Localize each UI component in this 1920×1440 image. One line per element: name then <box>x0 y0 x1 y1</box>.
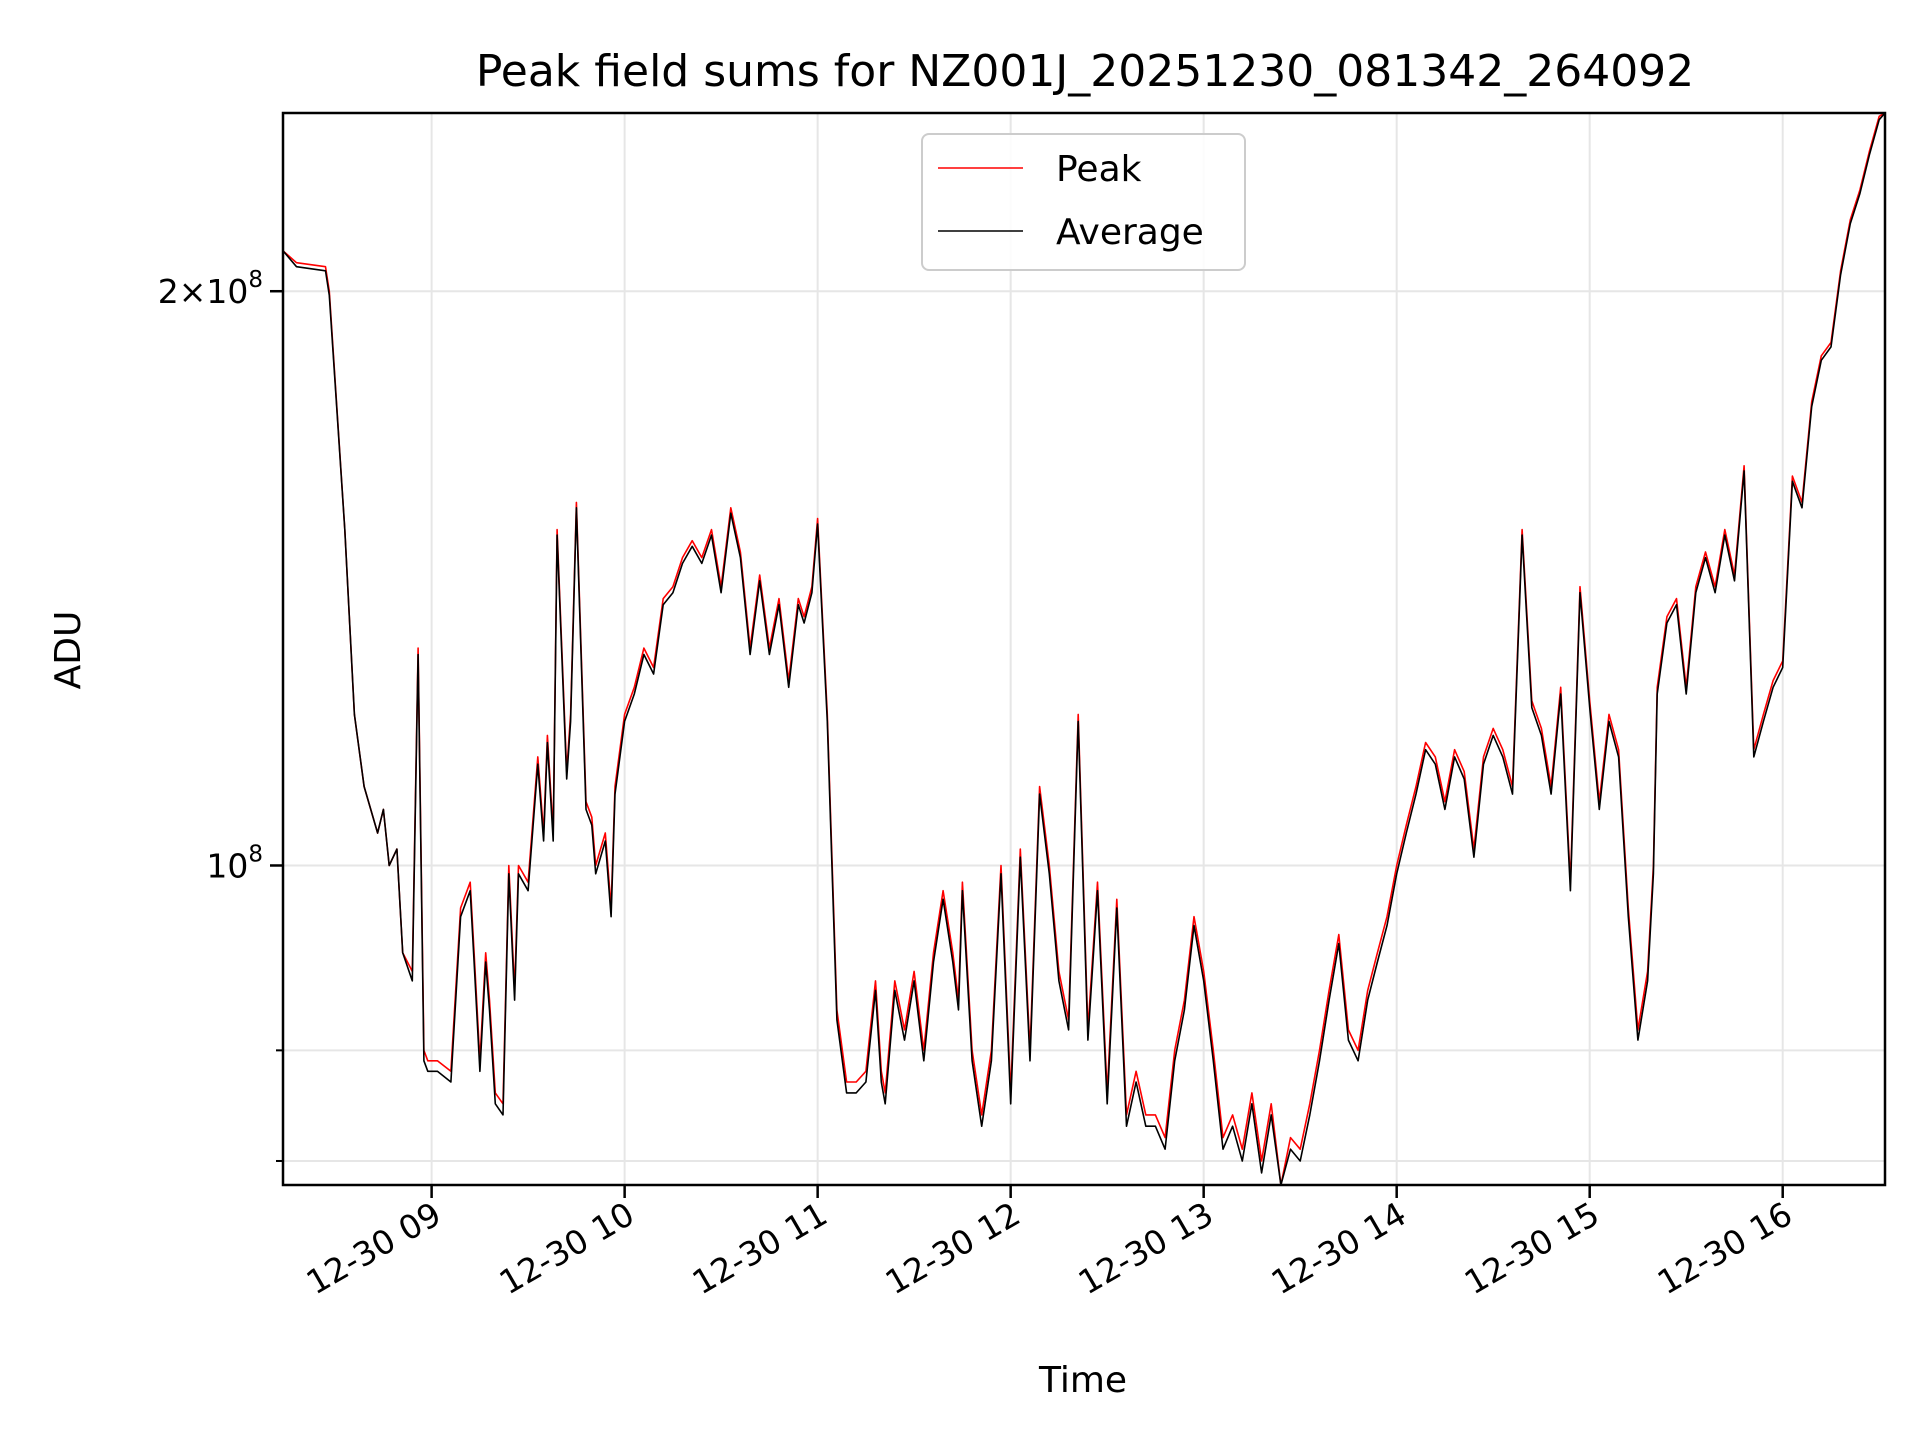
y-tick-base: 10 <box>206 846 248 885</box>
series-line-average <box>283 113 1885 1185</box>
y-tick-exponent: 8 <box>248 841 263 867</box>
x-axis-label: Time <box>1038 1360 1127 1401</box>
plot-series <box>283 113 1885 1185</box>
y-tick-exponent: 8 <box>248 267 263 293</box>
y-axis-label: ADU <box>48 611 89 690</box>
y-tick-label: 2×108 <box>158 267 263 311</box>
y-tick-mantissa: 2× <box>158 272 207 311</box>
legend: Peak Average <box>921 133 1246 271</box>
chart-title: Peak field sums for NZ001J_20251230_0813… <box>476 46 1694 97</box>
legend-label-peak: Peak <box>1056 149 1142 190</box>
grid <box>283 113 1885 1185</box>
y-tick-label: 108 <box>206 841 263 885</box>
axes-frame <box>281 111 1887 1187</box>
y-tick-base: 10 <box>206 272 248 311</box>
legend-label-average: Average <box>1056 212 1204 253</box>
